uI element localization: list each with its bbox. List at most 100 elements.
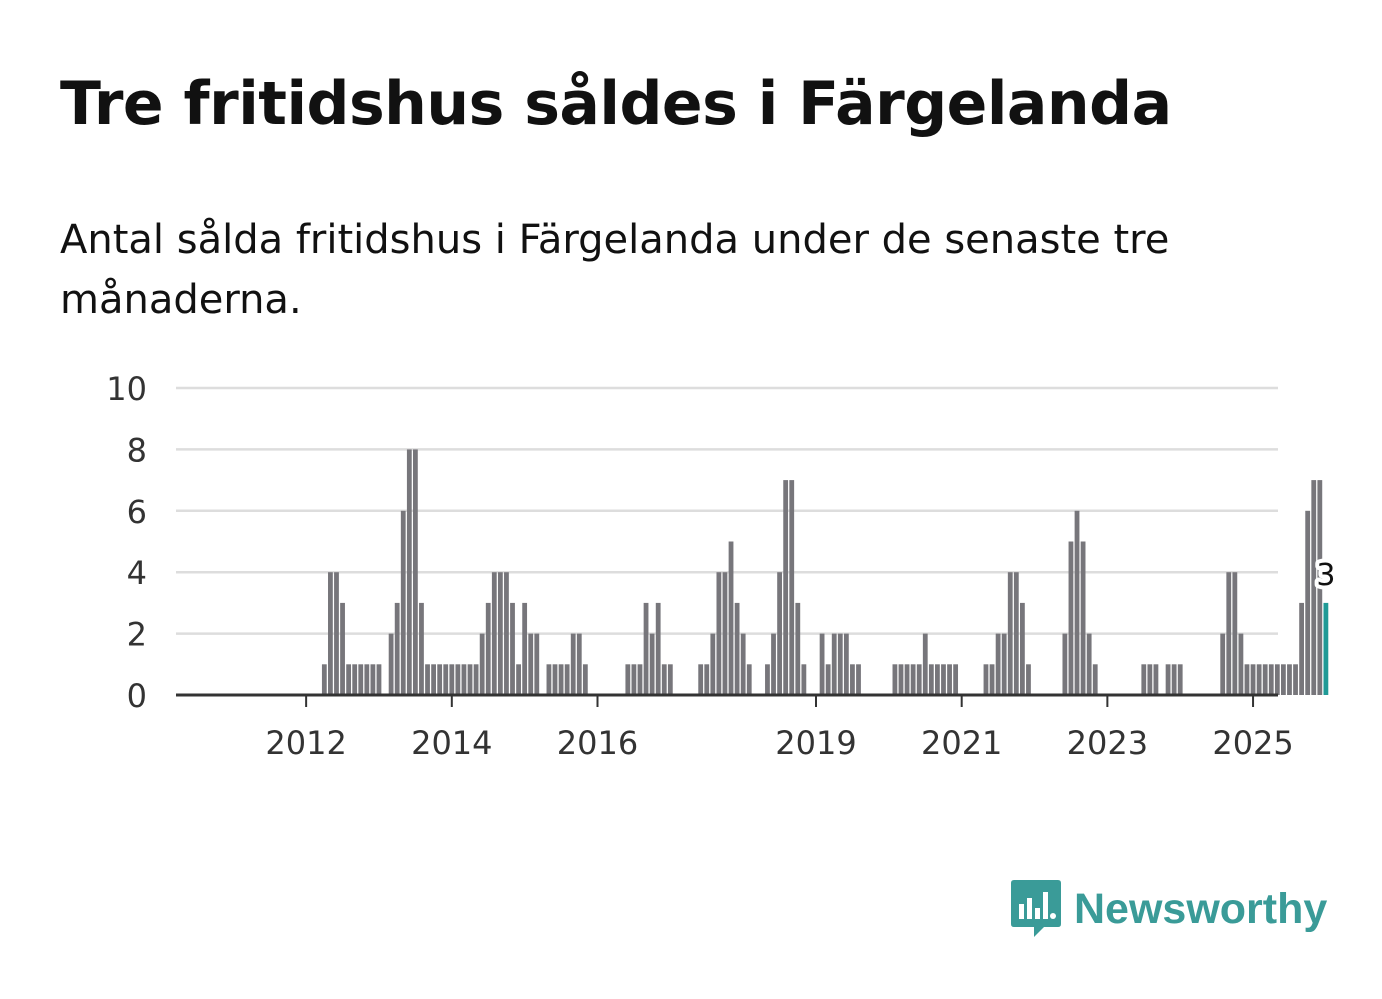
bar bbox=[1171, 664, 1177, 695]
bar bbox=[1232, 572, 1238, 695]
bar bbox=[740, 633, 746, 695]
bar bbox=[443, 664, 449, 695]
bar bbox=[564, 664, 570, 695]
bar bbox=[1147, 664, 1153, 695]
bar bbox=[376, 664, 382, 695]
bar bbox=[1062, 633, 1068, 695]
bar bbox=[1287, 664, 1292, 695]
bar bbox=[1262, 664, 1268, 695]
bar bbox=[722, 572, 728, 695]
bar bbox=[1141, 664, 1147, 695]
bar bbox=[728, 541, 734, 695]
bar bbox=[655, 602, 661, 695]
y-tick-label: 6 bbox=[127, 493, 147, 531]
bar bbox=[528, 633, 534, 695]
bar bbox=[497, 572, 503, 695]
bar bbox=[431, 664, 436, 695]
bar bbox=[552, 664, 558, 695]
chart-title: Tre fritidshus såldes i Färgelanda bbox=[60, 69, 1172, 139]
bar-chart: 0 2 4 6 8 10 2012 2014 2016 2019 2021 2023 2025 3 bbox=[106, 370, 1336, 762]
bar bbox=[1013, 572, 1019, 695]
y-tick-label: 8 bbox=[127, 431, 147, 469]
bar bbox=[394, 602, 400, 695]
bar bbox=[947, 664, 952, 695]
bar bbox=[1092, 664, 1098, 695]
bar bbox=[698, 664, 704, 695]
bar bbox=[710, 633, 716, 695]
bar bbox=[570, 633, 576, 695]
bar bbox=[449, 664, 455, 695]
bar bbox=[1086, 633, 1092, 695]
bar bbox=[364, 664, 370, 695]
bar bbox=[661, 664, 667, 695]
bar bbox=[485, 602, 491, 695]
bar bbox=[1256, 664, 1262, 695]
bar bbox=[941, 664, 946, 695]
bar bbox=[1274, 664, 1280, 695]
bar bbox=[522, 602, 528, 695]
bar bbox=[625, 664, 631, 695]
bar bbox=[546, 664, 552, 695]
bar bbox=[340, 602, 345, 695]
bar bbox=[643, 602, 649, 695]
x-tick-label: 2021 bbox=[921, 724, 1002, 762]
bar bbox=[856, 664, 861, 695]
bar bbox=[328, 572, 333, 695]
highlight-value-label: 3 bbox=[1316, 558, 1335, 593]
bar bbox=[491, 572, 497, 695]
bar bbox=[1317, 480, 1323, 695]
bar bbox=[461, 664, 467, 695]
bar bbox=[406, 449, 412, 695]
bar bbox=[771, 633, 776, 695]
bar bbox=[850, 664, 855, 695]
bar bbox=[837, 633, 843, 695]
bar bbox=[473, 664, 479, 695]
newsworthy-logo: Newsworthy bbox=[1010, 878, 1327, 940]
bar bbox=[898, 664, 904, 695]
bar bbox=[783, 480, 789, 695]
bar bbox=[935, 664, 940, 695]
bar bbox=[558, 664, 564, 695]
bar bbox=[1068, 541, 1074, 695]
bar bbox=[904, 664, 910, 695]
bar bbox=[1305, 510, 1311, 695]
bar bbox=[388, 633, 394, 695]
bar bbox=[667, 664, 673, 695]
y-tick-label: 10 bbox=[106, 370, 147, 408]
bar bbox=[1281, 664, 1286, 695]
x-tick-label: 2014 bbox=[411, 724, 492, 762]
bar bbox=[716, 572, 722, 695]
bar bbox=[825, 664, 831, 695]
bar bbox=[831, 633, 837, 695]
bar bbox=[321, 664, 327, 695]
chart-speech-bubble-icon bbox=[1011, 880, 1061, 937]
x-tick-label: 2012 bbox=[265, 724, 346, 762]
bar bbox=[1001, 633, 1007, 695]
bar bbox=[1177, 664, 1183, 695]
bar bbox=[1226, 572, 1232, 695]
bar bbox=[989, 664, 995, 695]
bar bbox=[437, 664, 443, 695]
bar bbox=[370, 664, 376, 695]
x-tick-label: 2025 bbox=[1212, 724, 1293, 762]
bar bbox=[1250, 664, 1256, 695]
bar bbox=[425, 664, 430, 695]
bar bbox=[1026, 664, 1031, 695]
bar bbox=[795, 602, 801, 695]
bar bbox=[892, 664, 898, 695]
bar bbox=[789, 480, 795, 695]
bar bbox=[637, 664, 643, 695]
bar bbox=[516, 664, 521, 695]
bar bbox=[631, 664, 637, 695]
bar bbox=[983, 664, 989, 695]
x-tick-label: 2019 bbox=[775, 724, 856, 762]
bar bbox=[510, 602, 515, 695]
bar bbox=[916, 664, 922, 695]
bar bbox=[1244, 664, 1250, 695]
bar bbox=[1007, 572, 1013, 695]
bar bbox=[582, 664, 588, 695]
bar bbox=[479, 633, 485, 695]
bar bbox=[953, 664, 959, 695]
bar bbox=[346, 664, 352, 695]
bar bbox=[746, 664, 752, 695]
